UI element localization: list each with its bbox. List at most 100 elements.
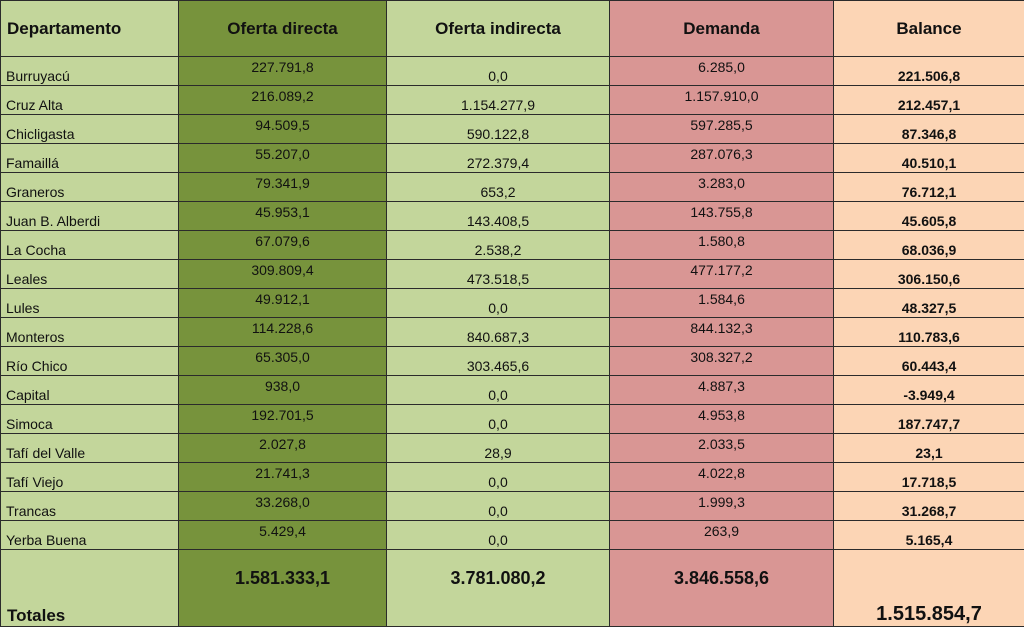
cell-departamento: Capital [1,376,179,405]
cell-oferta-directa: 114.228,6 [179,318,387,347]
cell-departamento: Tafí del Valle [1,434,179,463]
totals-label: Totales [1,550,179,627]
cell-balance: 87.346,8 [834,115,1024,144]
header-row: Departamento Oferta directa Oferta indir… [1,1,1024,57]
cell-oferta-indirecta: 2.538,2 [387,231,610,260]
cell-oferta-indirecta: 0,0 [387,289,610,318]
header-demanda: Demanda [610,1,834,57]
cell-oferta-directa: 94.509,5 [179,115,387,144]
cell-demanda: 143.755,8 [610,202,834,231]
cell-balance: 110.783,6 [834,318,1024,347]
cell-oferta-indirecta: 0,0 [387,405,610,434]
cell-demanda: 1.584,6 [610,289,834,318]
cell-demanda: 263,9 [610,521,834,550]
cell-demanda: 308.327,2 [610,347,834,376]
cell-oferta-indirecta: 590.122,8 [387,115,610,144]
cell-balance: 17.718,5 [834,463,1024,492]
cell-balance: 5.165,4 [834,521,1024,550]
cell-demanda: 6.285,0 [610,57,834,86]
cell-demanda: 844.132,3 [610,318,834,347]
cell-balance: 31.268,7 [834,492,1024,521]
cell-balance: -3.949,4 [834,376,1024,405]
cell-departamento: Chicligasta [1,115,179,144]
totals-row: Totales 1.581.333,1 3.781.080,2 3.846.55… [1,550,1024,627]
cell-demanda: 597.285,5 [610,115,834,144]
totals-oferta-directa: 1.581.333,1 [179,550,387,627]
cell-oferta-indirecta: 1.154.277,9 [387,86,610,115]
totals-balance: 1.515.854,7 [834,550,1024,627]
table-footer: Totales 1.581.333,1 3.781.080,2 3.846.55… [1,550,1024,627]
cell-balance: 68.036,9 [834,231,1024,260]
cell-oferta-directa: 309.809,4 [179,260,387,289]
header-balance: Balance [834,1,1024,57]
cell-demanda: 1.157.910,0 [610,86,834,115]
cell-balance: 60.443,4 [834,347,1024,376]
cell-oferta-indirecta: 143.408,5 [387,202,610,231]
cell-oferta-indirecta: 272.379,4 [387,144,610,173]
cell-oferta-directa: 65.305,0 [179,347,387,376]
cell-departamento: Burruyacú [1,57,179,86]
cell-balance: 76.712,1 [834,173,1024,202]
cell-departamento: Juan B. Alberdi [1,202,179,231]
cell-oferta-indirecta: 653,2 [387,173,610,202]
cell-oferta-directa: 2.027,8 [179,434,387,463]
cell-departamento: Tafí Viejo [1,463,179,492]
cell-oferta-indirecta: 303.465,6 [387,347,610,376]
cell-demanda: 1.999,3 [610,492,834,521]
cell-departamento: Graneros [1,173,179,202]
cell-demanda: 4.953,8 [610,405,834,434]
cell-demanda: 1.580,8 [610,231,834,260]
cell-oferta-directa: 55.207,0 [179,144,387,173]
cell-oferta-indirecta: 0,0 [387,376,610,405]
cell-oferta-directa: 21.741,3 [179,463,387,492]
cell-oferta-directa: 45.953,1 [179,202,387,231]
cell-balance: 306.150,6 [834,260,1024,289]
cell-demanda: 2.033,5 [610,434,834,463]
header-departamento: Departamento [1,1,179,57]
cell-oferta-directa: 227.791,8 [179,57,387,86]
cell-departamento: Leales [1,260,179,289]
header-oferta-indirecta: Oferta indirecta [387,1,610,57]
cell-oferta-directa: 216.089,2 [179,86,387,115]
cell-oferta-indirecta: 840.687,3 [387,318,610,347]
cell-departamento: Río Chico [1,347,179,376]
cell-oferta-directa: 67.079,6 [179,231,387,260]
cell-demanda: 287.076,3 [610,144,834,173]
totals-demanda: 3.846.558,6 [610,550,834,627]
cell-demanda: 477.177,2 [610,260,834,289]
cell-oferta-directa: 79.341,9 [179,173,387,202]
cell-oferta-indirecta: 28,9 [387,434,610,463]
cell-balance: 221.506,8 [834,57,1024,86]
header-oferta-directa: Oferta directa [179,1,387,57]
cell-oferta-indirecta: 0,0 [387,492,610,521]
cell-oferta-directa: 5.429,4 [179,521,387,550]
cell-departamento: Simoca [1,405,179,434]
cell-demanda: 4.022,8 [610,463,834,492]
cell-demanda: 4.887,3 [610,376,834,405]
cell-oferta-indirecta: 0,0 [387,463,610,492]
cell-balance: 45.605,8 [834,202,1024,231]
cell-departamento: Monteros [1,318,179,347]
cell-oferta-directa: 938,0 [179,376,387,405]
cell-departamento: Cruz Alta [1,86,179,115]
cell-oferta-indirecta: 473.518,5 [387,260,610,289]
cell-departamento: La Cocha [1,231,179,260]
cell-departamento: Yerba Buena [1,521,179,550]
